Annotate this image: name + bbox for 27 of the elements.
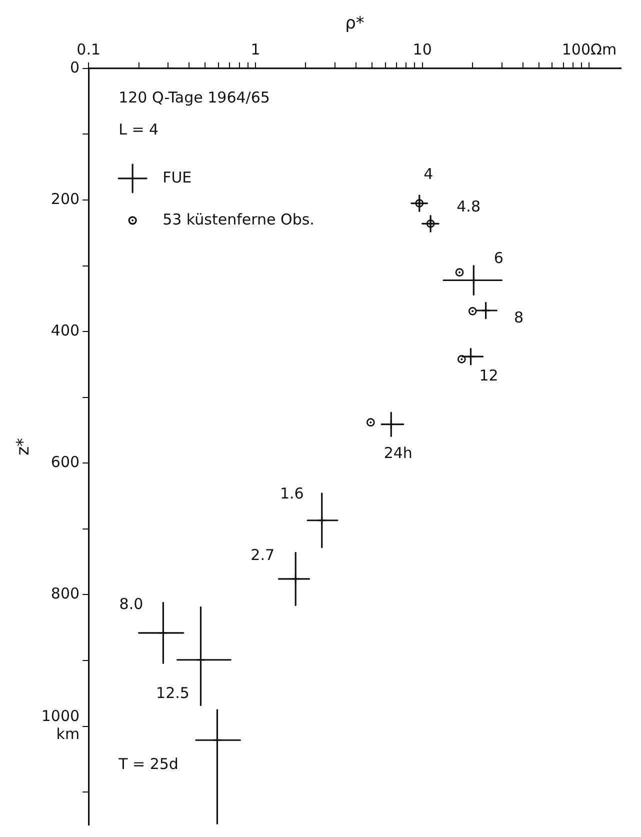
y-tick-label: 400 bbox=[50, 321, 80, 340]
legend-label: 53 küstenferne Obs. bbox=[162, 210, 314, 228]
y-tick-label: 600 bbox=[50, 453, 80, 472]
annotation: 8.0 bbox=[119, 594, 144, 613]
x-tick-label: 100Ωm bbox=[562, 40, 617, 58]
annotation: 12 bbox=[479, 366, 498, 384]
annotation: 12.5 bbox=[156, 684, 190, 702]
x-tick-label: 0.1 bbox=[76, 40, 101, 58]
x-tick-label: 1 bbox=[250, 40, 260, 58]
annotation: 6 bbox=[494, 249, 504, 268]
annotation: 8 bbox=[514, 308, 524, 326]
y-tick-label: 0 bbox=[70, 58, 80, 76]
annotation: L = 4 bbox=[118, 120, 159, 138]
annotation: 1.6 bbox=[280, 484, 304, 502]
annotation: 4.8 bbox=[456, 198, 480, 216]
y-tick-label: 1000 km bbox=[41, 707, 80, 744]
annotation: T = 25d bbox=[118, 754, 178, 773]
y-tick-label: 200 bbox=[50, 190, 80, 208]
x-tick-label: 10 bbox=[412, 40, 432, 58]
y-tick-label: 800 bbox=[50, 584, 80, 603]
legend-label: FUE bbox=[162, 168, 192, 186]
annotation: 2.7 bbox=[250, 546, 275, 564]
annotation: 24h bbox=[384, 444, 412, 462]
x-axis-title: ρ* bbox=[345, 14, 364, 34]
annotation: 4 bbox=[424, 165, 434, 184]
y-axis-title: z* bbox=[14, 438, 34, 456]
annotation: 120 Q-Tage 1964/65 bbox=[118, 88, 270, 106]
